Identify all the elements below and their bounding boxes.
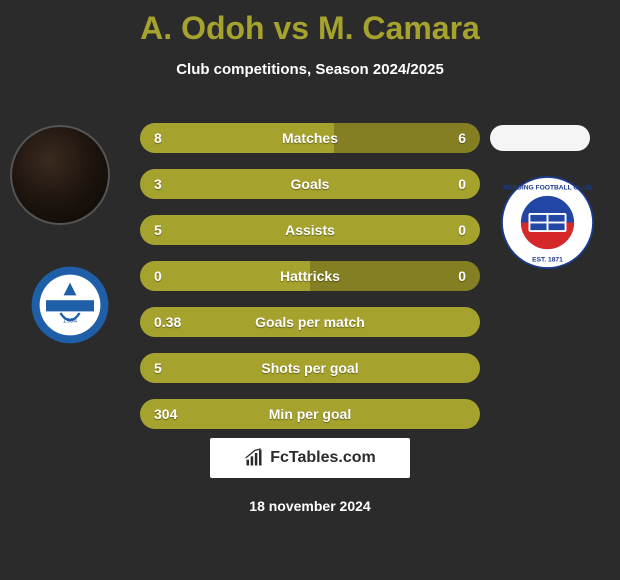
comparison-title: A. Odoh vs M. Camara	[0, 0, 620, 47]
subtitle: Club competitions, Season 2024/2025	[0, 61, 620, 78]
club-crest-icon: 1934	[30, 265, 110, 345]
date: 18 november 2024	[0, 498, 620, 514]
stats-list: 8 Matches 6 3 Goals 0 5 Assists 0 0 Hatt…	[140, 123, 480, 445]
svg-text:1934: 1934	[63, 318, 78, 325]
stat-left-value: 0.38	[154, 314, 198, 330]
stat-left-value: 0	[154, 268, 198, 284]
stat-label: Hattricks	[198, 268, 422, 284]
club-crest-icon: READING FOOTBALL CLUB EST. 1871	[500, 175, 595, 270]
stat-right-value: 6	[422, 130, 466, 146]
chart-icon	[244, 448, 264, 468]
stat-left-value: 8	[154, 130, 198, 146]
player2-club-crest: READING FOOTBALL CLUB EST. 1871	[500, 175, 595, 270]
stat-row-goals-per-match: 0.38 Goals per match	[140, 307, 480, 337]
stat-label: Goals	[198, 176, 422, 192]
stat-label: Assists	[198, 222, 422, 238]
svg-text:READING FOOTBALL CLUB: READING FOOTBALL CLUB	[503, 184, 592, 191]
stat-left-value: 5	[154, 360, 198, 376]
stat-right-value: 0	[422, 268, 466, 284]
stat-row-assists: 5 Assists 0	[140, 215, 480, 245]
svg-text:EST. 1871: EST. 1871	[532, 256, 563, 263]
player1-photo	[10, 125, 110, 225]
branding-badge: FcTables.com	[210, 438, 410, 478]
stat-right-value: 0	[422, 222, 466, 238]
stat-row-goals: 3 Goals 0	[140, 169, 480, 199]
stat-row-min-per-goal: 304 Min per goal	[140, 399, 480, 429]
player2-photo-placeholder	[490, 125, 590, 151]
title-vs: vs	[273, 10, 309, 46]
stat-label: Shots per goal	[198, 360, 422, 376]
stat-label: Matches	[198, 130, 422, 146]
stat-row-matches: 8 Matches 6	[140, 123, 480, 153]
stat-row-shots-per-goal: 5 Shots per goal	[140, 353, 480, 383]
stat-label: Min per goal	[198, 406, 422, 422]
stat-left-value: 5	[154, 222, 198, 238]
stat-left-value: 304	[154, 406, 198, 422]
stat-row-hattricks: 0 Hattricks 0	[140, 261, 480, 291]
stat-right-value: 0	[422, 176, 466, 192]
player1-name: A. Odoh	[140, 10, 264, 46]
stat-left-value: 3	[154, 176, 198, 192]
branding-text: FcTables.com	[270, 449, 376, 467]
player1-club-crest: 1934	[30, 265, 110, 345]
stat-label: Goals per match	[198, 314, 422, 330]
player2-name: M. Camara	[318, 10, 480, 46]
